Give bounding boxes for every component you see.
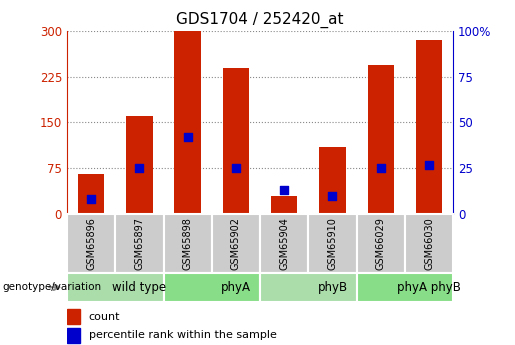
Point: [135, 166, 144, 171]
Bar: [212, 214, 260, 273]
Text: GSM66030: GSM66030: [424, 217, 434, 269]
Bar: [163, 214, 212, 273]
Text: GSM66029: GSM66029: [376, 217, 386, 270]
Text: phyA phyB: phyA phyB: [397, 281, 461, 294]
Bar: [405, 214, 453, 273]
Bar: [67, 328, 80, 343]
Text: genotype/variation: genotype/variation: [3, 282, 101, 292]
Point: [376, 166, 385, 171]
Bar: [67, 273, 163, 302]
Text: phyB: phyB: [317, 281, 348, 294]
Point: [183, 134, 192, 140]
Bar: [175, 31, 201, 214]
Bar: [319, 147, 346, 214]
Text: GSM65897: GSM65897: [134, 217, 144, 270]
Bar: [308, 214, 356, 273]
Point: [329, 193, 337, 198]
Point: [280, 187, 288, 193]
Bar: [260, 273, 356, 302]
Point: [87, 197, 95, 202]
Bar: [416, 40, 442, 214]
Bar: [163, 273, 260, 302]
Point: [232, 166, 240, 171]
Point: [425, 162, 433, 167]
Bar: [222, 68, 249, 214]
Bar: [368, 65, 394, 214]
Bar: [356, 214, 405, 273]
Title: GDS1704 / 252420_at: GDS1704 / 252420_at: [176, 12, 344, 28]
Text: count: count: [89, 312, 120, 322]
Bar: [115, 214, 163, 273]
Text: wild type: wild type: [112, 281, 166, 294]
Text: GSM65896: GSM65896: [86, 217, 96, 270]
Bar: [126, 116, 152, 214]
Bar: [271, 196, 298, 214]
Bar: [356, 273, 453, 302]
Text: phyA: phyA: [221, 281, 251, 294]
Bar: [78, 174, 105, 214]
Bar: [67, 309, 80, 324]
Text: GSM65904: GSM65904: [279, 217, 289, 270]
Text: GSM65898: GSM65898: [183, 217, 193, 270]
Text: GSM65910: GSM65910: [328, 217, 337, 270]
Bar: [260, 214, 308, 273]
Text: GSM65902: GSM65902: [231, 217, 241, 270]
Text: percentile rank within the sample: percentile rank within the sample: [89, 331, 277, 340]
Bar: [67, 214, 115, 273]
